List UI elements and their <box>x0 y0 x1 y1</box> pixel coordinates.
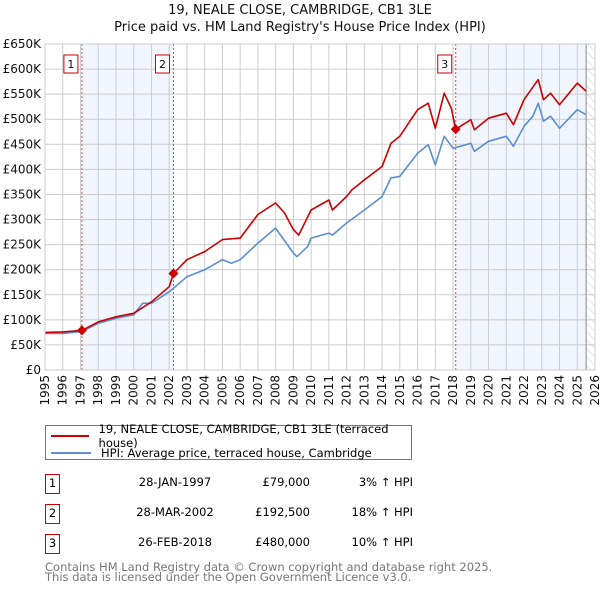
x-tick-label: 2026 <box>588 375 600 406</box>
sale-label: 3 <box>441 58 448 71</box>
y-tick-label: £550K <box>3 87 43 101</box>
x-tick-label: 1997 <box>73 375 87 406</box>
x-tick-label: 2025 <box>570 375 584 406</box>
chart-legend: 19, NEALE CLOSE, CAMBRIDGE, CB1 3LE (ter… <box>45 422 412 461</box>
legend-label: HPI: Average price, terraced house, Camb… <box>101 446 372 460</box>
x-tick-label: 2024 <box>553 375 567 406</box>
y-tick-label: £650K <box>3 37 43 51</box>
x-tick-label: 2021 <box>499 375 513 406</box>
x-tick-label: 2020 <box>482 375 496 406</box>
x-tick-label: 2004 <box>198 375 212 406</box>
sale-label-box <box>154 54 170 74</box>
legend-swatch-red <box>51 435 89 437</box>
x-tick-label: 1998 <box>91 375 105 406</box>
x-tick-label: 2022 <box>517 375 531 406</box>
x-tick-label: 2001 <box>144 375 158 406</box>
footer-copyright: Contains HM Land Registry data © Crown c… <box>45 560 493 574</box>
sale-hpi-diff: 18% ↑ HPI <box>351 505 413 519</box>
x-tick-label: 2005 <box>215 375 229 406</box>
x-tick-label: 2014 <box>375 375 389 406</box>
x-tick-label: 2000 <box>127 375 141 406</box>
y-tick-label: £350K <box>3 187 43 201</box>
sale-label-box <box>437 54 453 74</box>
y-tick-label: £400K <box>3 162 43 176</box>
sale-number-badge: 3 <box>45 534 60 554</box>
sale-date: 26-FEB-2018 <box>138 535 212 549</box>
chart-title: 19, NEALE CLOSE, CAMBRIDGE, CB1 3LE <box>168 3 432 18</box>
x-tick-label: 2008 <box>269 375 283 406</box>
x-tick-label: 2009 <box>286 375 300 406</box>
y-tick-label: £250K <box>3 238 43 252</box>
x-tick-label: 2019 <box>464 375 478 406</box>
x-tick-label: 2018 <box>446 375 460 406</box>
sale-price: £480,000 <box>255 535 310 549</box>
sale-label: 1 <box>67 58 74 71</box>
property-series-line <box>44 78 587 334</box>
x-tick-label: 1995 <box>38 375 52 406</box>
x-tick-label: 2003 <box>180 375 194 406</box>
x-tick-label: 2006 <box>233 375 247 406</box>
legend-label: 19, NEALE CLOSE, CAMBRIDGE, CB1 3LE (ter… <box>98 422 389 450</box>
x-tick-label: 2017 <box>428 375 442 406</box>
sale-date: 28-MAR-2002 <box>136 505 214 519</box>
legend-item-hpi: HPI: Average price, terraced house, Camb… <box>51 445 372 461</box>
y-tick-label: £450K <box>3 137 43 151</box>
sale-point <box>168 268 179 279</box>
x-tick-label: 2016 <box>411 375 425 406</box>
sale-label-box <box>63 54 79 74</box>
x-tick-label: 2010 <box>304 375 318 406</box>
sale-point <box>76 325 87 336</box>
y-tick-label: £600K <box>3 62 43 76</box>
sale-number-badge: 2 <box>45 504 60 524</box>
future-hatch <box>586 44 595 370</box>
chart-subtitle: Price paid vs. HM Land Registry's House … <box>114 20 486 35</box>
footer-licence: This data is licensed under the Open Gov… <box>45 570 412 584</box>
sale-point <box>450 124 461 135</box>
y-tick-label: £200K <box>3 263 43 277</box>
sale-number-badge: 1 <box>45 474 60 494</box>
x-tick-label: 1999 <box>109 375 123 406</box>
sale-label: 2 <box>159 58 166 71</box>
y-tick-label: £300K <box>3 213 43 227</box>
y-tick-label: £500K <box>3 112 43 126</box>
x-tick-label: 2015 <box>393 375 407 406</box>
y-tick-label: £0 <box>26 363 41 377</box>
sale-price: £192,500 <box>255 505 310 519</box>
legend-item-property: 19, NEALE CLOSE, CAMBRIDGE, CB1 3LE (ter… <box>51 422 411 450</box>
x-tick-label: 2013 <box>357 375 371 406</box>
x-tick-label: 1996 <box>56 375 70 406</box>
x-tick-label: 2011 <box>322 375 336 406</box>
y-tick-label: £100K <box>3 313 43 327</box>
x-tick-label: 2023 <box>535 375 549 406</box>
x-tick-label: 2012 <box>340 375 354 406</box>
x-tick-label: 2007 <box>251 375 265 406</box>
shaded-period <box>81 44 174 370</box>
shaded-period <box>455 44 587 370</box>
sale-date: 28-JAN-1997 <box>138 475 212 489</box>
price-chart: 1995 1996 1997 1998 1999 2000 2001 2002 2003 2004… <box>3 37 600 406</box>
sale-hpi-diff: 3% ↑ HPI <box>358 475 413 489</box>
plot-frame <box>44 43 596 371</box>
legend-swatch-blue <box>51 452 91 454</box>
y-tick-label: £50K <box>10 338 42 352</box>
y-tick-label: £150K <box>3 288 43 302</box>
hpi-series-line <box>45 102 587 335</box>
sale-hpi-diff: 10% ↑ HPI <box>351 535 413 549</box>
x-tick-label: 2002 <box>162 375 176 406</box>
sale-price: £79,000 <box>262 475 310 489</box>
